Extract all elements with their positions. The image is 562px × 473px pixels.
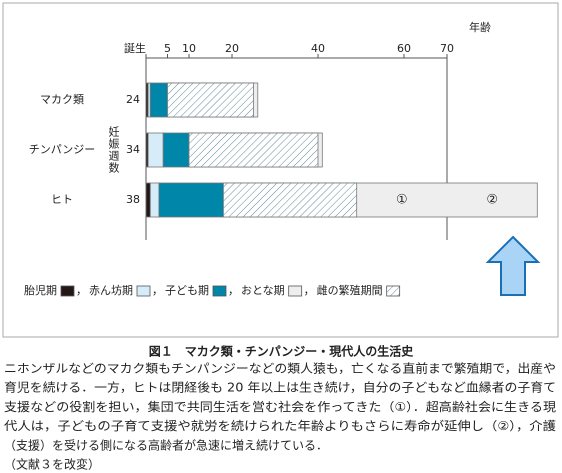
- legend-swatch: [136, 285, 151, 297]
- bar-segment: [167, 82, 254, 118]
- annotation: ②: [486, 193, 498, 208]
- annotation: ①: [396, 193, 408, 208]
- x-axis-label: 年齢: [469, 20, 491, 34]
- bar-segment: [162, 132, 190, 168]
- caption-line: （支援）を受ける側になる高齢者が急速に増え続けている．: [4, 437, 328, 452]
- x-tick-label: 40: [311, 42, 325, 55]
- legend-label: 赤ん坊期: [89, 283, 133, 297]
- x-tick-label: 10: [182, 42, 196, 55]
- gestation-label: 妊娠週数: [107, 125, 120, 174]
- legend-separator: ，: [304, 284, 315, 297]
- legend-swatch: [60, 285, 75, 297]
- bar-segment: [158, 182, 224, 218]
- caption-line: （文献３を改変）: [4, 457, 100, 472]
- caption-line: ニホンザルなどのマカク類もチンパンジーなどの類人猿も，亡くなる直前まで繁殖期で，…: [4, 361, 556, 376]
- caption-line: 育児を続ける．一方，ヒトは閉経後も 20 年以上は生き続け，自分の子どもなど血縁…: [4, 380, 556, 395]
- arrow: [485, 235, 541, 296]
- legend-label: おとな期: [241, 284, 285, 297]
- gestation-weeks: 38: [126, 193, 140, 206]
- caption-title: 図１ マカク類・チンパンジー・現代人の生活史: [149, 344, 415, 359]
- bar-segment: [222, 182, 358, 218]
- caption-line: 代人は，子どもの子育て支援や就労を続けられた年齢よりもさらに寿命が延伸し（②），…: [4, 418, 556, 433]
- bar-segment: [149, 182, 160, 218]
- legend-separator: ，: [228, 284, 239, 297]
- gestation-weeks: 34: [126, 143, 140, 156]
- gestation-weeks: 24: [126, 93, 140, 106]
- legend-separator: ，: [152, 284, 163, 297]
- bar-segment: [145, 182, 151, 218]
- x-tick-label: 60: [397, 42, 411, 55]
- bar-segment: [188, 132, 319, 168]
- legend-label: 雌の繁殖期間: [317, 283, 383, 297]
- legend-swatch: [386, 285, 401, 297]
- legend-label: 胎児期: [24, 283, 57, 297]
- x-tick-label: 20: [225, 42, 239, 55]
- x-tick-label: 5: [164, 42, 171, 55]
- bar-segment: [147, 132, 164, 168]
- category-label: マカク類: [40, 93, 84, 106]
- x-tick-label: 誕生: [124, 41, 146, 55]
- x-tick-label: 70: [440, 42, 454, 55]
- legend-swatch: [212, 285, 227, 297]
- legend-label: 子ども期: [165, 284, 209, 297]
- legend-swatch: [288, 285, 303, 297]
- bar-segment: [149, 82, 168, 118]
- chart-frame: [2, 2, 559, 338]
- category-label: チンパンジー: [29, 143, 96, 156]
- category-label: ヒト: [51, 193, 73, 206]
- caption-line: 支援などの役割を担い，集団で共同生活を営む社会を作ってきた（①）．超高齢社会に生…: [4, 399, 556, 414]
- legend-separator: ，: [76, 284, 87, 297]
